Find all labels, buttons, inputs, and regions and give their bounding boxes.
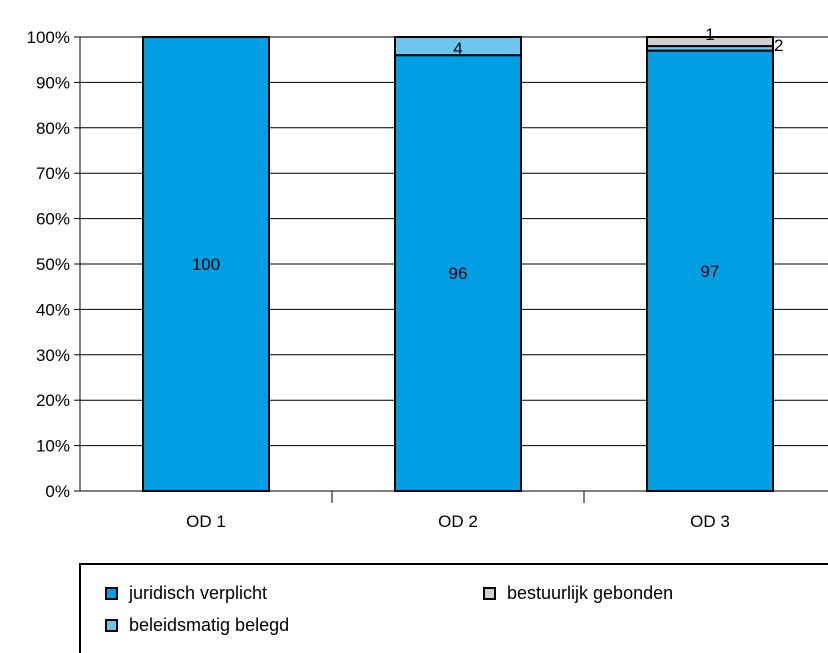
y-tick-label: 90% bbox=[36, 73, 70, 92]
data-label: 97 bbox=[701, 262, 720, 281]
bar-segment bbox=[394, 54, 522, 492]
category-label: OD 3 bbox=[690, 512, 730, 531]
axes: 0% 10% 20% 30% 40% 50% 60% 70% 80% 90% 100% OD 1 OD … bbox=[27, 28, 828, 531]
legend-swatch-beleidsmatig-belegd bbox=[105, 619, 118, 632]
legend-swatch-bestuurlijk-gebonden bbox=[483, 587, 496, 600]
y-tick-label: 80% bbox=[36, 119, 70, 138]
data-label: 4 bbox=[453, 39, 462, 58]
legend-label: beleidsmatig belegd bbox=[129, 615, 290, 635]
stacked-bar-chart: 0% 10% 20% 30% 40% 50% 60% 70% 80% 90% 100% OD 1 OD … bbox=[27, 25, 828, 531]
legend-item-juridisch-verplicht: juridisch verplicht bbox=[105, 583, 267, 604]
legend-item-bestuurlijk-gebonden: bestuurlijk gebonden bbox=[483, 583, 673, 604]
data-label: 100 bbox=[192, 255, 220, 274]
y-tick-label: 30% bbox=[36, 346, 70, 365]
legend-label: juridisch verplicht bbox=[129, 583, 268, 603]
data-label: 1 bbox=[705, 25, 714, 44]
bars bbox=[142, 36, 774, 493]
bar-segment bbox=[142, 36, 270, 492]
category-label: OD 2 bbox=[438, 512, 478, 531]
bar-segment bbox=[646, 49, 774, 493]
y-tick-label: 20% bbox=[36, 391, 70, 410]
legend-swatch-juridisch-verplicht bbox=[105, 587, 118, 600]
bar-segment bbox=[394, 36, 522, 57]
data-label: 96 bbox=[449, 264, 468, 283]
legend-label: bestuurlijk gebonden bbox=[507, 583, 674, 603]
y-tick-label: 0% bbox=[45, 482, 70, 501]
bar-segment bbox=[646, 36, 774, 48]
legend: juridisch verplicht bestuurlijk gebonden… bbox=[79, 563, 828, 653]
labels: 100 96 4 97 1 2 bbox=[192, 25, 784, 283]
y-tick-label: 100% bbox=[27, 28, 70, 47]
y-tick-label: 70% bbox=[36, 164, 70, 183]
y-tick-label: 60% bbox=[36, 210, 70, 229]
y-tick-label: 40% bbox=[36, 300, 70, 319]
data-label: 2 bbox=[774, 36, 783, 55]
y-tick-label: 10% bbox=[36, 437, 70, 456]
y-tick-label: 50% bbox=[36, 255, 70, 274]
category-label: OD 1 bbox=[186, 512, 226, 531]
legend-item-beleidsmatig-belegd: beleidsmatig belegd bbox=[105, 615, 289, 636]
